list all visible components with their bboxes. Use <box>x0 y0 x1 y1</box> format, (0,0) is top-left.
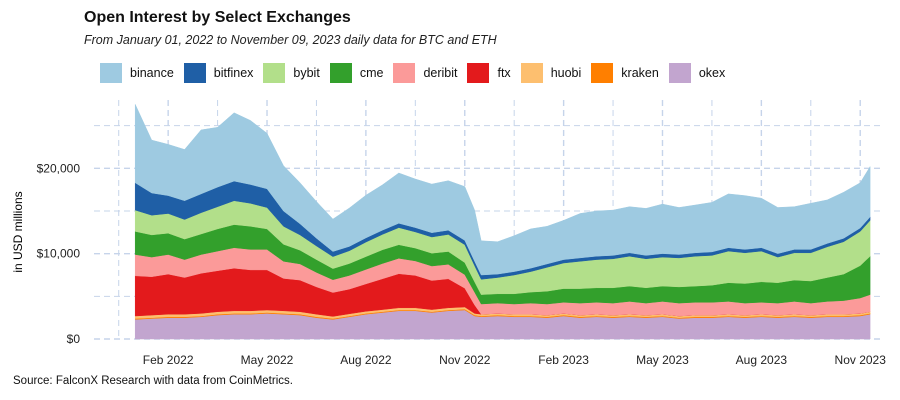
legend-swatch-cme <box>329 63 352 83</box>
legend-label-okex: okex <box>698 66 726 80</box>
legend-item-okex: okex <box>668 63 726 83</box>
area-binance <box>134 104 871 276</box>
x-tick-label: Aug 2022 <box>340 353 392 367</box>
x-tick-label: May 2022 <box>241 353 294 367</box>
chart-subtitle: From January 01, 2022 to November 09, 20… <box>84 33 497 47</box>
stacked-areas <box>134 104 871 340</box>
legend-swatch-deribit <box>393 63 416 83</box>
legend-swatch-huobi <box>520 63 543 83</box>
legend-item-binance: binance <box>100 63 174 83</box>
x-tick-label: Aug 2023 <box>736 353 788 367</box>
y-tick-label: $0 <box>67 332 81 346</box>
legend-item-huobi: huobi <box>520 63 582 83</box>
y-axis-label: in USD millions <box>11 191 25 272</box>
legend-item-cme: cme <box>329 63 384 83</box>
legend-swatch-kraken <box>591 63 614 83</box>
legend-item-kraken: kraken <box>591 63 659 83</box>
legend-label-kraken: kraken <box>621 66 659 80</box>
legend-label-deribit: deribit <box>423 66 458 80</box>
y-tick-label: $10,000 <box>37 247 81 261</box>
legend-label-cme: cme <box>359 66 384 80</box>
source-caption: Source: FalconX Research with data from … <box>13 375 293 387</box>
x-tick-label: Feb 2022 <box>143 353 194 367</box>
legend-label-bitfinex: bitfinex <box>213 66 254 80</box>
legend-swatch-binance <box>100 63 122 83</box>
x-tick-label: Nov 2022 <box>439 353 491 367</box>
legend-swatch-ftx <box>467 63 490 83</box>
y-tick-label: $20,000 <box>37 161 81 175</box>
legend-item-deribit: deribit <box>393 63 457 83</box>
legend-item-bitfinex: bitfinex <box>183 63 254 83</box>
legend-swatch-okex <box>668 63 691 83</box>
x-tick-label: Feb 2023 <box>538 353 589 367</box>
legend-item-bybit: bybit <box>263 63 320 83</box>
legend-label-huobi: huobi <box>550 66 582 80</box>
x-tick-label: May 2023 <box>636 353 689 367</box>
chart-title: Open Interest by Select Exchanges <box>84 9 351 26</box>
legend-label-bybit: bybit <box>293 66 320 80</box>
x-tick-label: Nov 2023 <box>835 353 887 367</box>
legend-swatch-bybit <box>263 63 286 83</box>
legend-label-ftx: ftx <box>497 66 511 80</box>
legend-label-binance: binance <box>130 66 174 80</box>
legend-swatch-bitfinex <box>183 63 206 83</box>
axes: $0 $10,000 $20,000 Feb 2022 May 2022 Aug 2022… <box>37 161 887 367</box>
legend-item-ftx: ftx <box>467 63 511 83</box>
legend: binance bitfinex bybit cme deribit ftx huobi kr… <box>100 63 735 83</box>
